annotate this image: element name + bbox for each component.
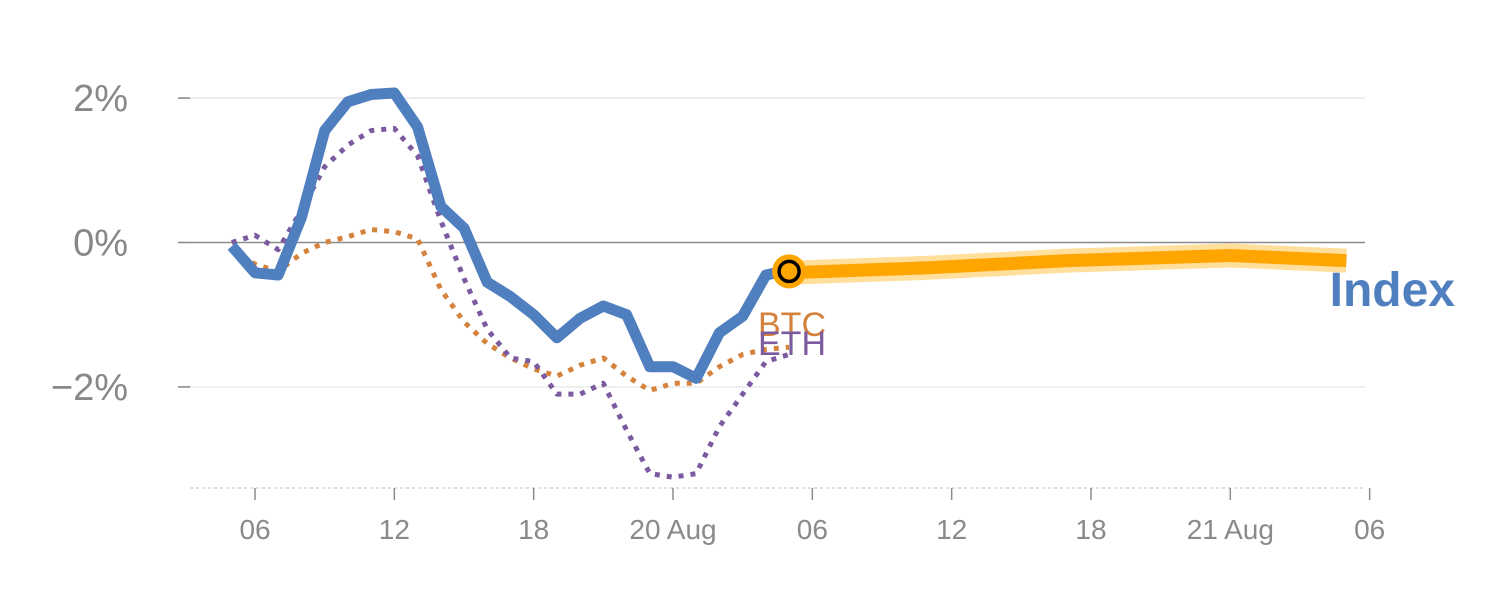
series-label-eth: ETH (758, 325, 826, 363)
x-tick-label: 12 (936, 514, 967, 545)
series-lines (227, 87, 791, 480)
x-tick-label: 06 (1354, 514, 1385, 545)
x-tick-label: 06 (797, 514, 828, 545)
series-label-index: Index (1330, 264, 1456, 317)
x-tick-label: 06 (239, 514, 270, 545)
current-point-ring (777, 259, 801, 284)
x-tick-label: 20 Aug (629, 514, 716, 545)
series-line-index (227, 87, 791, 384)
series-line-eth (231, 125, 790, 480)
y-tick-label: −2% (51, 367, 128, 409)
y-axis: 2% 0% −2% (51, 78, 190, 409)
y-tick-label: 0% (73, 223, 128, 265)
forecast-lines (788, 243, 1347, 285)
marker-layer (772, 254, 807, 289)
forecast-line (788, 249, 1347, 280)
series-label-btc: BTC (758, 306, 826, 344)
x-tick-label: 18 (1075, 514, 1106, 545)
x-tick-label: 12 (379, 514, 410, 545)
x-tick-label: 18 (518, 514, 549, 545)
x-axis: 06 12 18 20 Aug 06 12 18 21 Aug 06 (190, 487, 1385, 545)
y-tick-label: 2% (73, 78, 128, 120)
x-tick-label: 21 Aug (1187, 514, 1274, 545)
